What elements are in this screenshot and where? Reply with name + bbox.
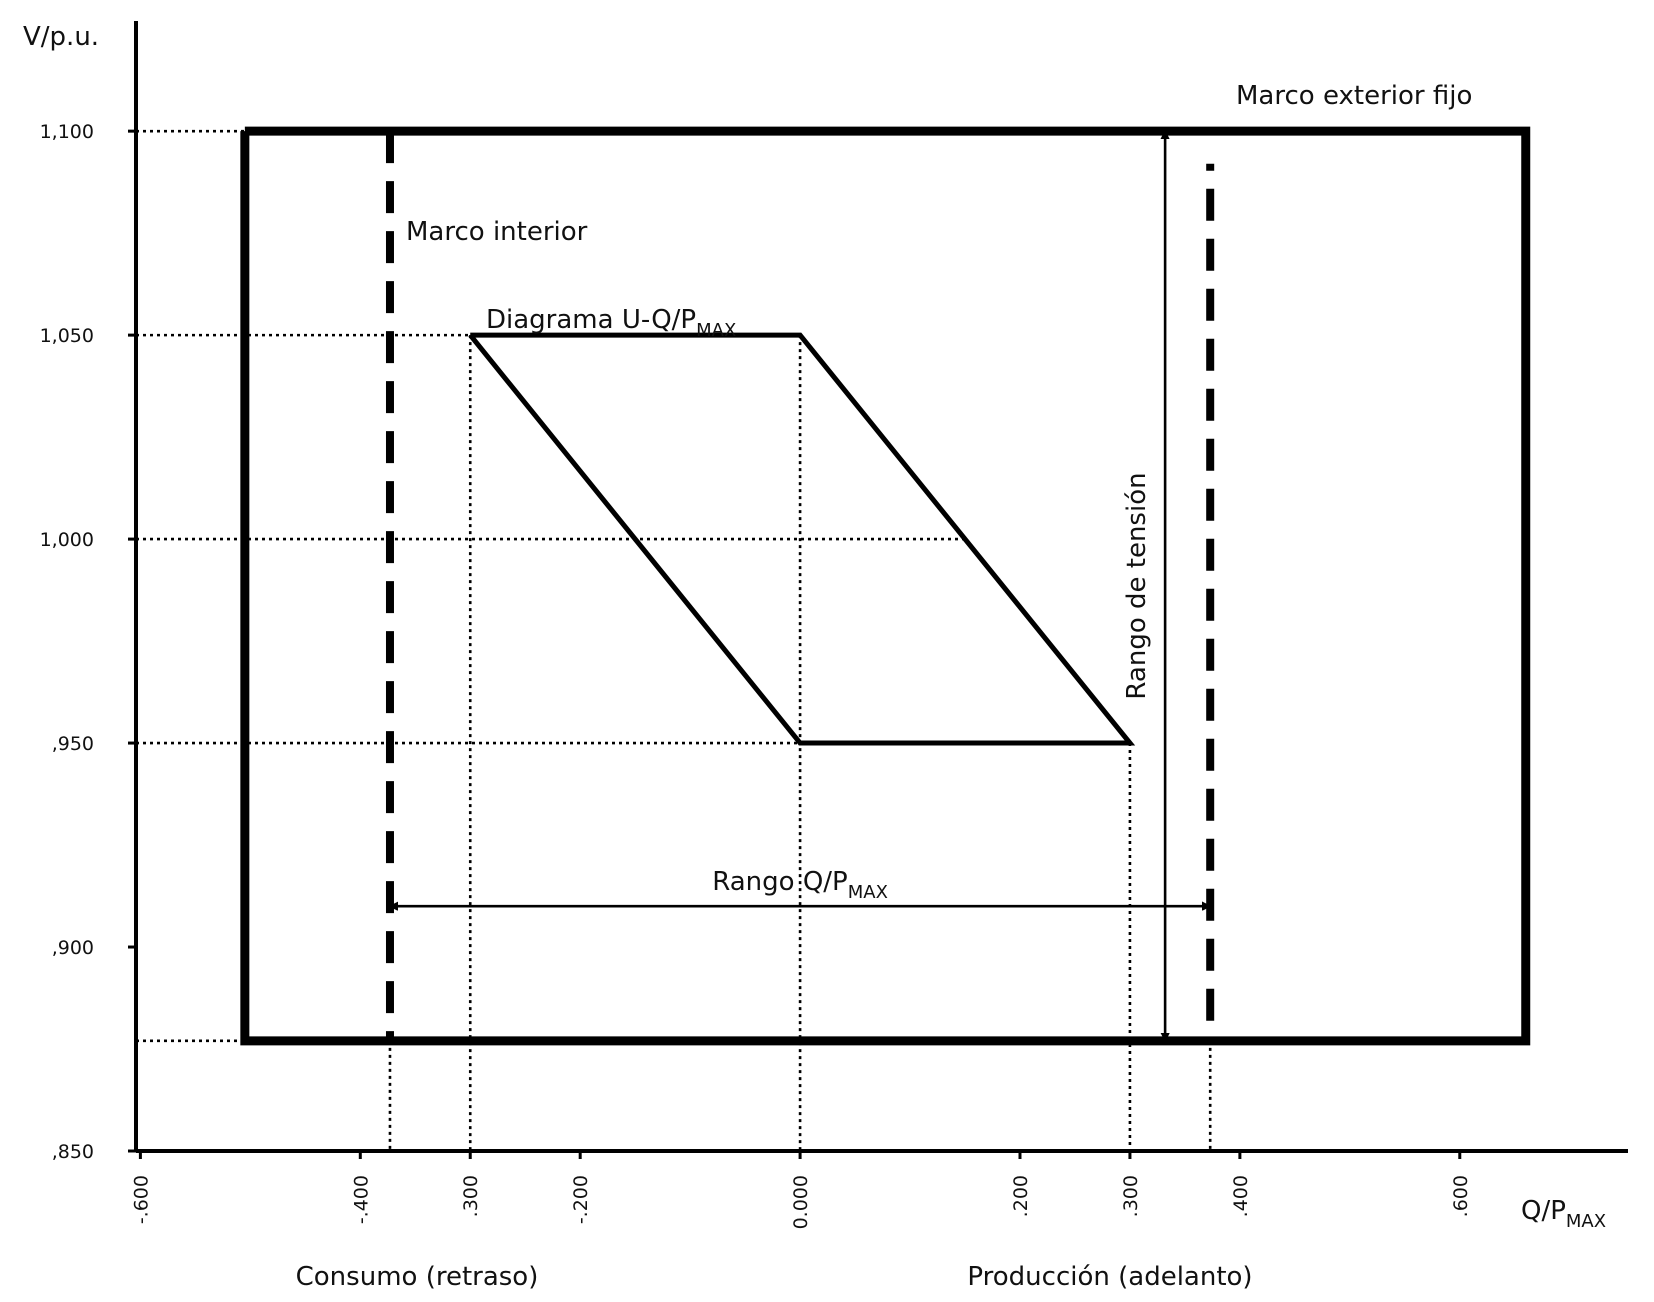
y-tick-label: 1,050 <box>40 325 94 347</box>
x-axis-label: Q/PMAX <box>1521 1196 1606 1232</box>
x-tick-label: .300 <box>460 1175 482 1217</box>
y-tick-label: ,850 <box>52 1141 94 1163</box>
y-tick-label: 1,000 <box>40 529 94 551</box>
annotation-label-sub: MAX <box>848 882 888 903</box>
shape-dashed <box>385 131 1215 1045</box>
annotation-label-main: Rango de tensión <box>1122 472 1152 699</box>
x-tick-label: -.400 <box>350 1175 372 1224</box>
shape-label: Marco exterior fijo <box>1236 81 1472 111</box>
y-tick-label: ,950 <box>52 733 94 755</box>
x-tick-label: -.200 <box>570 1175 592 1224</box>
annotation-label: Rango Q/PMAX <box>712 867 888 903</box>
shape-label-main: Diagrama U-Q/P <box>486 305 696 335</box>
x-tick-label: 0.000 <box>790 1175 812 1229</box>
annotation-label: Rango de tensión <box>1122 472 1152 699</box>
x-axis-label-main: Q/P <box>1521 1196 1566 1226</box>
x-axis-label-sub: MAX <box>1566 1211 1606 1232</box>
note: Consumo (retraso) <box>296 1262 539 1292</box>
x-tick-label: .200 <box>1010 1175 1032 1217</box>
shape-label-main: Marco interior <box>406 217 588 247</box>
x-tick-label: -.600 <box>130 1175 152 1224</box>
annotation-label-main: Rango Q/P <box>712 867 847 897</box>
y-axis-label: V/p.u. <box>23 22 99 52</box>
x-tick-label: .300 <box>1120 1175 1142 1217</box>
shape-label: Diagrama U-Q/PMAX <box>486 305 736 341</box>
shape-thick <box>240 126 1531 1046</box>
y-tick-label: 1,100 <box>40 121 94 143</box>
shape-label-main: Marco exterior fijo <box>1236 81 1472 111</box>
note: Producción (adelanto) <box>967 1262 1252 1292</box>
x-tick-label: .600 <box>1450 1175 1472 1217</box>
shape-label: Marco interior <box>406 217 588 247</box>
shape-label-sub: MAX <box>696 320 736 341</box>
x-tick-label: .400 <box>1230 1175 1252 1217</box>
y-tick-label: ,900 <box>52 937 94 959</box>
shape-solid <box>468 332 1136 746</box>
